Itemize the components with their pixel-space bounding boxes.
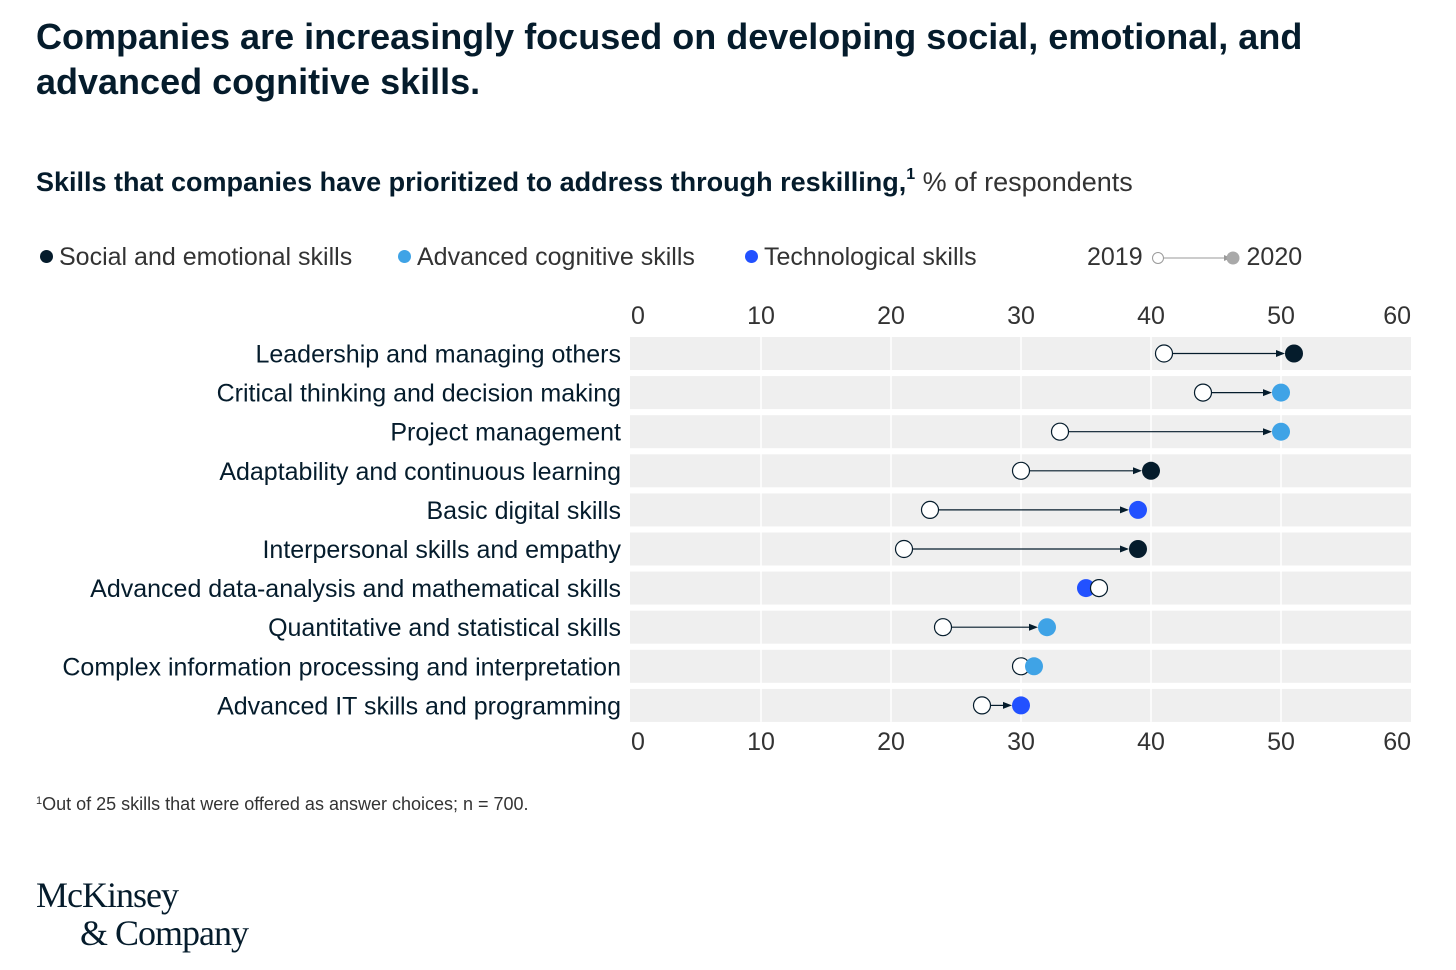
subtitle-footnote-marker: 1: [906, 166, 916, 183]
category-label: Complex information processing and inter…: [62, 653, 621, 681]
year-key-end-label: 2020: [1246, 243, 1303, 271]
dumbbell-chart: 0 0 10 10 20 20 30 30 40 40 50 50 60 60 Leadership and…: [62, 302, 1411, 756]
category-label: Leadership and managing others: [255, 341, 621, 369]
category-label: Advanced IT skills and programming: [217, 692, 621, 720]
legend-item-technological: Technological skills: [745, 240, 977, 274]
x-tick-label-top: 50: [1267, 302, 1295, 330]
point-2020: [1025, 657, 1043, 676]
footnote: 1Out of 25 skills that were offered as a…: [36, 794, 529, 815]
point-2020: [1142, 461, 1160, 480]
year-key-arrow-icon: [1151, 251, 1240, 265]
legend-item-social: Social and emotional skills: [40, 240, 352, 274]
x-tick-label-bottom: 60: [1383, 728, 1411, 756]
change-arrowhead: [1120, 506, 1129, 514]
legend-dot-technological: [745, 250, 758, 263]
x-tick-label-bottom: 20: [877, 728, 905, 756]
legend-dot-cognitive: [398, 250, 411, 263]
change-arrowhead: [1029, 623, 1038, 631]
category-label: Quantitative and statistical skills: [268, 614, 621, 642]
x-tick-label-top: 10: [747, 302, 775, 330]
point-2019: [972, 696, 992, 715]
chart-headline: Companies are increasingly focused on de…: [36, 16, 1303, 102]
x-tick-label-top: 0: [631, 302, 645, 330]
point-2019: [1089, 579, 1109, 598]
x-tick-label-bottom: 10: [747, 728, 775, 756]
x-tick-label-top: 60: [1383, 302, 1411, 330]
category-label: Advanced data-analysis and mathematical …: [90, 575, 621, 603]
point-2019: [920, 500, 940, 519]
legend-item-cognitive: Advanced cognitive skills: [398, 240, 695, 274]
subtitle-unit: % of respondents: [922, 167, 1133, 197]
point-2019: [1050, 422, 1070, 441]
point-2019: [1193, 383, 1213, 402]
category-label: Basic digital skills: [426, 497, 621, 525]
category-label: Project management: [390, 419, 621, 447]
year-key: 2019 2020: [1087, 240, 1302, 274]
year-key-start-label: 2019: [1087, 243, 1143, 271]
x-tick-label-top: 30: [1007, 302, 1035, 330]
point-2019: [894, 539, 914, 559]
legend-dot-social: [40, 250, 53, 263]
category-label: Interpersonal skills and empathy: [262, 536, 621, 564]
point-2020: [1285, 344, 1303, 363]
category-label: Adaptability and continuous learning: [219, 458, 621, 486]
x-tick-label-bottom: 30: [1007, 728, 1035, 756]
change-arrowhead: [1133, 467, 1142, 475]
point-2019: [933, 618, 953, 637]
x-tick-label-bottom: 0: [631, 728, 645, 756]
legend-label-cognitive: Advanced cognitive skills: [417, 243, 695, 271]
x-tick-label-top: 20: [877, 302, 905, 330]
point-2019: [1154, 344, 1174, 363]
x-tick-label-top: 40: [1137, 302, 1165, 330]
point-2020: [1272, 422, 1290, 441]
point-2020: [1077, 579, 1095, 598]
footnote-text: Out of 25 skills that were offered as an…: [42, 794, 529, 814]
mckinsey-logo: McKinsey & Company: [36, 875, 249, 953]
point-2020: [1129, 500, 1147, 519]
x-tick-label-bottom: 50: [1267, 728, 1295, 756]
change-arrowhead: [1003, 701, 1012, 709]
point-2019: [1011, 461, 1031, 480]
point-2020: [1012, 696, 1030, 715]
chart-subtitle: Skills that companies have prioritized t…: [36, 164, 1133, 200]
change-arrowhead: [1276, 350, 1285, 357]
footnote-marker: 1: [36, 795, 43, 807]
legend: Social and emotional skills Advanced cog…: [0, 240, 1456, 276]
legend-label-technological: Technological skills: [764, 243, 977, 271]
x-tick-label-bottom: 40: [1137, 728, 1165, 756]
logo-line-2: & Company: [80, 913, 249, 953]
point-2020: [1038, 618, 1056, 637]
change-arrowhead: [1120, 545, 1129, 553]
category-label: Critical thinking and decision making: [217, 380, 621, 408]
subtitle-text: Skills that companies have prioritized t…: [36, 167, 907, 197]
point-2020: [1272, 383, 1290, 402]
change-arrowhead: [1263, 428, 1272, 436]
logo-line-1: McKinsey: [36, 875, 179, 915]
point-2020: [1129, 540, 1147, 558]
legend-label-social: Social and emotional skills: [59, 243, 353, 271]
change-arrowhead: [1263, 389, 1272, 397]
